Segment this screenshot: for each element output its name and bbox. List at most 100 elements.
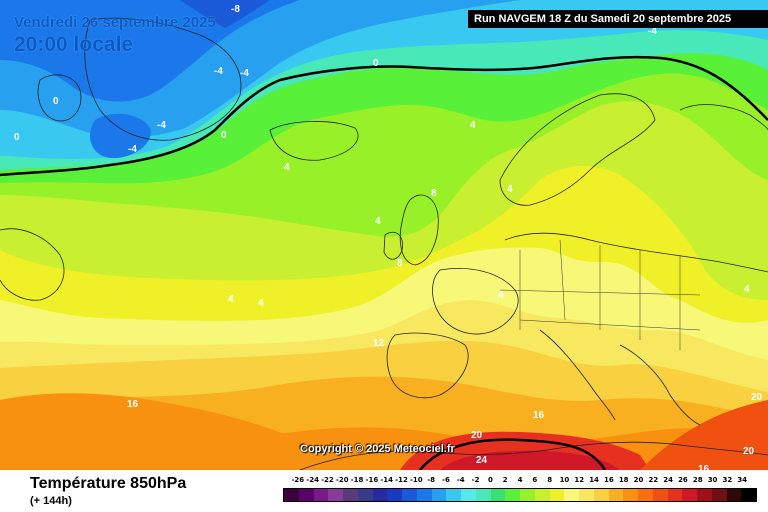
iso-label: 8 [431,188,437,199]
scale-swatch [490,489,506,501]
scale-tick-label: 6 [532,476,538,484]
scale-swatch [284,489,299,501]
iso-label: 20 [471,430,483,441]
color-scale: -26 -24 -22 -20 -18 -16 -14 -12 -10 -8 -6 -4 -2 0 2 4 6 8… [283,476,757,508]
local-time: 20:00 locale [14,33,134,56]
scale-swatch [505,489,520,501]
isotherm-labels: -8 -4 -4 -4 -4 -4 0 0 0 0 4 4 4 4 4 4 4 … [14,4,763,470]
scale-tick-label: 24 [663,476,673,484]
scale-swatch [431,489,447,501]
valid-date: Vendredi 26 septembre 2025 [14,14,216,31]
iso-label: 16 [127,399,139,410]
scale-tick-label: -20 [335,476,349,484]
iso-label: 0 [14,132,20,143]
iso-label: 4 [258,298,264,309]
iso-label: 0 [221,130,227,141]
scale-swatch [726,489,742,501]
scale-swatch [623,489,638,501]
scale-swatch [682,489,697,501]
scale-tick-label: 32 [722,476,733,484]
scale-tick-label: -14 [380,476,394,484]
iberia-coast [386,332,469,399]
band-18-west [0,393,300,470]
scale-tick-label: 0 [487,476,493,484]
iso-label: -4 [214,66,223,77]
scale-swatch [357,489,373,501]
scale-tick-label: 14 [589,476,599,484]
temperature-field-map: -8 -4 -4 -4 -4 -4 0 0 0 0 4 4 4 4 4 4 4 … [0,0,768,470]
band-22-east [640,400,768,470]
scale-swatch [416,489,432,501]
iso-label: -4 [157,120,166,131]
scale-tick-label: -2 [471,476,480,484]
band-26 [440,450,620,470]
newfoundland-coast [0,228,65,301]
iso-label: 4 [228,294,234,305]
iso-label: -4 [240,68,249,79]
weather-map: -8 -4 -4 -4 -4 -4 0 0 0 0 4 4 4 4 4 4 4 … [0,0,768,470]
iso-label: 24 [476,455,488,466]
scale-tick-label: 34 [737,476,748,484]
scale-tick-label: -6 [442,476,450,484]
scale-swatch [652,489,668,501]
iso-label: 0 [53,96,59,107]
scale-tick-label: 20 [633,476,644,484]
scale-swatch [372,489,388,501]
scale-swatch [313,489,329,501]
isotherm-0 [0,55,768,177]
scale-swatch [343,489,358,501]
scale-swatch [534,489,550,501]
scale-swatch [402,489,417,501]
iso-label: 4 [498,290,504,301]
iso-label: 20 [743,446,755,457]
scale-tick-label: -24 [306,476,319,484]
scale-tick-label: -26 [291,476,305,484]
scale-tick-label: 30 [707,476,718,484]
iso-label: 4 [507,184,513,195]
scale-swatch [667,489,683,501]
scale-swatch [579,489,594,501]
map-title: Température 850hPa [30,475,187,492]
scale-swatch [298,489,314,501]
iso-label: 0 [373,58,379,69]
scale-swatch [711,489,727,501]
scale-tick-label: 16 [604,476,614,484]
country-borders [499,239,701,350]
scale-tick-label: -4 [456,476,465,484]
scale-swatch [328,489,343,501]
great-britain-coast [399,194,439,266]
iso-label: 16 [698,464,710,470]
scale-swatch [638,489,653,501]
scale-swatch [564,489,579,501]
north-africa-coast [299,441,768,470]
scale-tick-label: 4 [517,476,523,484]
greenland-coast [84,17,242,141]
iceland-west-coast [37,74,82,122]
iso-label: 4 [744,284,750,295]
scale-tick-label: 22 [648,476,659,484]
scale-swatch [387,489,402,501]
copyright-notice: Copyright © 2025 Meteociel.fr [300,443,455,455]
iso-label: 8 [397,258,403,269]
scale-tick-label: -8 [427,476,436,484]
scale-tick-label: -10 [409,476,423,484]
scale-tick-label: -18 [350,476,364,484]
iso-label: 16 [533,410,545,421]
scale-tick-label: 12 [574,476,585,484]
iso-label: 20 [751,392,763,403]
russia-north-coast [679,104,768,131]
iso-label: 12 [373,338,385,349]
ireland-coast [383,231,403,260]
scale-swatch [549,489,565,501]
band-minus4-patch [90,113,151,159]
scale-swatch [475,489,491,501]
forecast-offset: (+ 144h) [30,495,72,507]
north-europe-coast [504,232,768,273]
scale-swatch [461,489,476,501]
scale-swatch [741,489,756,501]
scandinavia-coast [499,93,656,206]
scale-swatch [520,489,535,501]
iso-label: -4 [648,26,657,37]
iso-label: -8 [231,4,240,15]
scale-tick-label: 8 [547,476,553,484]
